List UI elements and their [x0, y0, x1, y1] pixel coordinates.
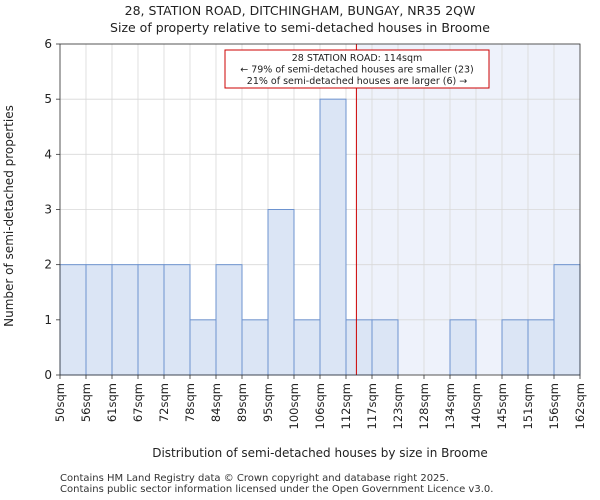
x-axis-ticks: 50sqm 56sqm 61sqm 67sqm 72sqm 78sqm 84sqm 89sqm… — [53, 375, 587, 429]
histogram-bar — [189, 319, 217, 376]
x-tick-label: 50sqm — [53, 383, 67, 422]
histogram-bar — [111, 264, 139, 376]
x-tick-label: 72sqm — [157, 383, 171, 422]
x-tick-label: 123sqm — [391, 383, 405, 429]
y-axis-ticks: 0 1 2 3 4 5 6 — [44, 37, 60, 382]
x-tick-label: 151sqm — [521, 383, 535, 429]
x-tick-label: 67sqm — [131, 383, 145, 422]
x-tick-label: 89sqm — [235, 383, 249, 422]
property-annotation: 28 STATION ROAD: 114sqm← 79% of semi-det… — [224, 49, 490, 89]
x-tick-label: 134sqm — [443, 383, 457, 429]
x-tick-label: 117sqm — [365, 383, 379, 429]
x-tick-label: 61sqm — [105, 383, 119, 422]
histogram-bar — [267, 209, 295, 376]
histogram-bar — [449, 319, 477, 376]
x-axis-label: Distribution of semi-detached houses by … — [152, 446, 488, 460]
annotation-box — [224, 49, 490, 89]
chart-subtitle: Size of property relative to semi-detach… — [110, 20, 490, 35]
bars-group — [59, 98, 581, 376]
annotation-line: 21% of semi-detached houses are larger (… — [247, 76, 467, 87]
x-tick-label: 84sqm — [209, 383, 223, 422]
x-tick-label: 106sqm — [313, 383, 327, 429]
histogram-bar — [527, 319, 555, 376]
annotation-line: ← 79% of semi-detached houses are smalle… — [240, 65, 474, 76]
x-tick-label: 78sqm — [183, 383, 197, 422]
chart-title: 28, STATION ROAD, DITCHINGHAM, BUNGAY, N… — [124, 3, 476, 18]
histogram-bar — [241, 319, 269, 376]
histogram-bar — [215, 264, 243, 376]
x-tick-label: 112sqm — [339, 383, 353, 429]
y-tick-label: 4 — [44, 147, 52, 161]
histogram-bar — [371, 319, 399, 376]
y-tick-label: 3 — [44, 203, 52, 217]
footer-copyright: Contains HM Land Registry data © Crown c… — [60, 473, 449, 484]
y-axis-label: Number of semi-detached properties — [2, 105, 16, 327]
x-tick-label: 140sqm — [469, 383, 483, 429]
histogram-bar — [163, 264, 191, 376]
histogram-bar — [137, 264, 165, 376]
histogram-bar — [319, 98, 347, 376]
histogram-bar — [293, 319, 321, 376]
y-tick-label: 6 — [44, 37, 52, 51]
x-tick-label: 162sqm — [573, 383, 587, 429]
y-tick-label: 1 — [44, 313, 52, 327]
histogram-bar — [59, 264, 87, 376]
y-tick-label: 5 — [44, 92, 52, 106]
x-tick-label: 95sqm — [261, 383, 275, 422]
histogram-bar — [345, 319, 373, 376]
x-tick-label: 100sqm — [287, 383, 301, 429]
annotation-line: 28 STATION ROAD: 114sqm — [292, 53, 423, 64]
x-tick-label: 145sqm — [495, 383, 509, 429]
x-tick-label: 128sqm — [417, 383, 431, 429]
histogram-bar — [553, 264, 581, 376]
y-tick-label: 2 — [44, 258, 52, 272]
footer-licence: Contains public sector information licen… — [60, 484, 494, 495]
y-tick-label: 0 — [44, 368, 52, 382]
histogram-bar — [501, 319, 529, 376]
x-tick-label: 56sqm — [79, 383, 93, 422]
histogram-bar — [85, 264, 113, 376]
x-tick-label: 156sqm — [547, 383, 561, 429]
